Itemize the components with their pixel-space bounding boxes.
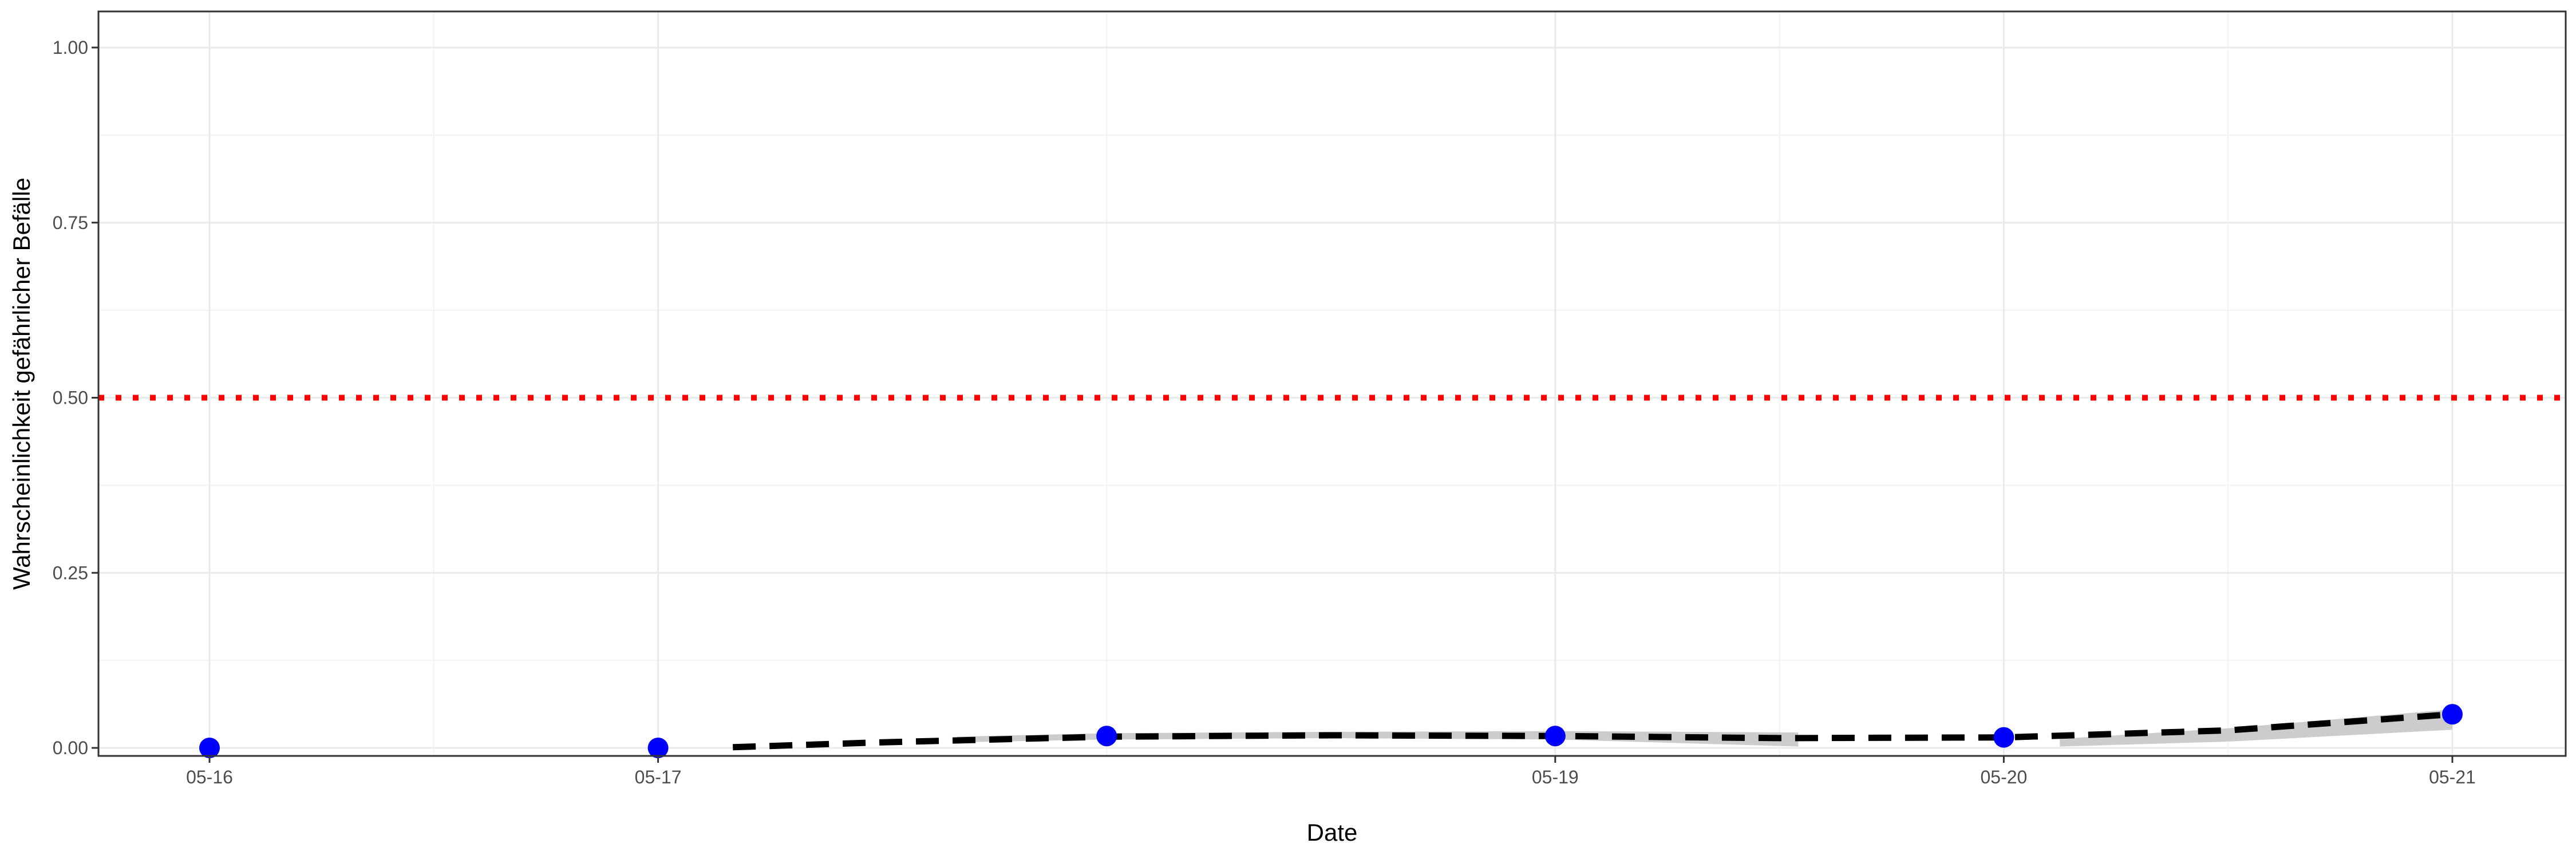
x-axis: 05-16 05-17 05-19 05-20 05-21 <box>186 756 2476 787</box>
y-tick-label: 0.50 <box>53 388 88 408</box>
y-tick-label: 0.00 <box>53 738 88 758</box>
y-axis-title: Wahrscheinlichkeit gefährlicher Befälle <box>8 178 35 590</box>
data-point <box>1544 726 1566 747</box>
data-point <box>199 738 220 758</box>
data-point <box>647 738 669 758</box>
x-tick-label: 05-17 <box>635 767 682 787</box>
y-tick-label: 0.25 <box>53 562 88 583</box>
minor-grid <box>98 11 2566 756</box>
y-tick-label: 0.75 <box>53 212 88 233</box>
plot-border <box>97 10 2567 757</box>
y-axis: 0.00 0.25 0.50 0.75 1.00 <box>53 37 98 758</box>
data-point <box>1993 727 2014 748</box>
x-tick-label: 05-19 <box>1532 767 1579 787</box>
data-point <box>2442 704 2463 725</box>
data-point <box>1096 726 1117 747</box>
x-tick-label: 05-20 <box>1980 767 2027 787</box>
x-tick-label: 05-16 <box>186 767 233 787</box>
x-tick-label: 05-21 <box>2429 767 2476 787</box>
major-grid <box>98 11 2566 756</box>
x-axis-title: Date <box>1307 819 1358 846</box>
data-points <box>199 704 2463 758</box>
y-tick-label: 1.00 <box>53 37 88 58</box>
